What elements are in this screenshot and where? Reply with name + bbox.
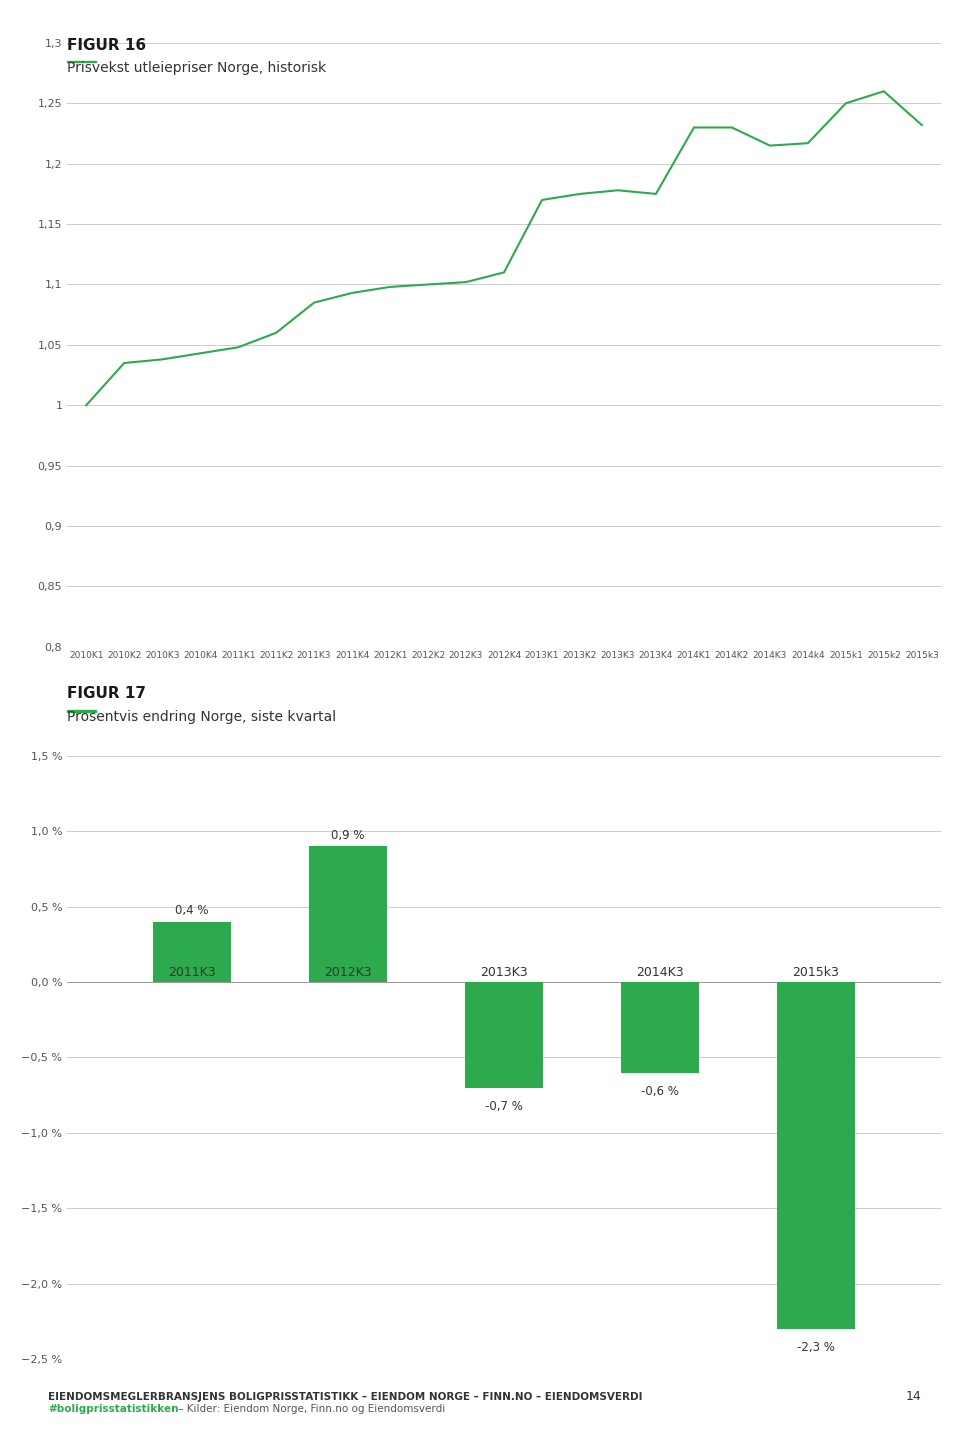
Text: 2014K3: 2014K3 <box>636 966 684 979</box>
Bar <box>777 982 855 1329</box>
Text: 2011K3: 2011K3 <box>168 966 216 979</box>
Text: – Kilder: Eiendom Norge, Finn.no og Eiendomsverdi: – Kilder: Eiendom Norge, Finn.no og Eien… <box>175 1404 445 1414</box>
Text: -0,7 %: -0,7 % <box>485 1100 523 1113</box>
Bar <box>621 982 699 1073</box>
Text: #boligprisstatistikken: #boligprisstatistikken <box>48 1404 179 1414</box>
Bar <box>309 846 387 982</box>
Text: Prosentvis endring Norge, siste kvartal: Prosentvis endring Norge, siste kvartal <box>67 710 336 724</box>
Text: 14: 14 <box>906 1390 922 1402</box>
Text: FIGUR 16: FIGUR 16 <box>67 39 146 53</box>
Text: 2015k3: 2015k3 <box>793 966 839 979</box>
Text: -0,6 %: -0,6 % <box>641 1085 679 1098</box>
Text: 2012K3: 2012K3 <box>324 966 372 979</box>
Bar <box>153 922 231 982</box>
Text: 0,4 %: 0,4 % <box>176 904 208 917</box>
Text: EIENDOMSMEGLERBRANSJENS BOLIGPRISSTATISTIKK – EIENDOM NORGE – FINN.NO – EIENDOMS: EIENDOMSMEGLERBRANSJENS BOLIGPRISSTATIST… <box>48 1391 642 1401</box>
Text: 0,9 %: 0,9 % <box>331 829 365 841</box>
Text: Prisvekst utleiepriser Norge, historisk: Prisvekst utleiepriser Norge, historisk <box>67 60 326 74</box>
Text: FIGUR 17: FIGUR 17 <box>67 687 146 701</box>
Text: 2013K3: 2013K3 <box>480 966 528 979</box>
Bar <box>465 982 543 1088</box>
Text: -2,3 %: -2,3 % <box>797 1341 835 1354</box>
